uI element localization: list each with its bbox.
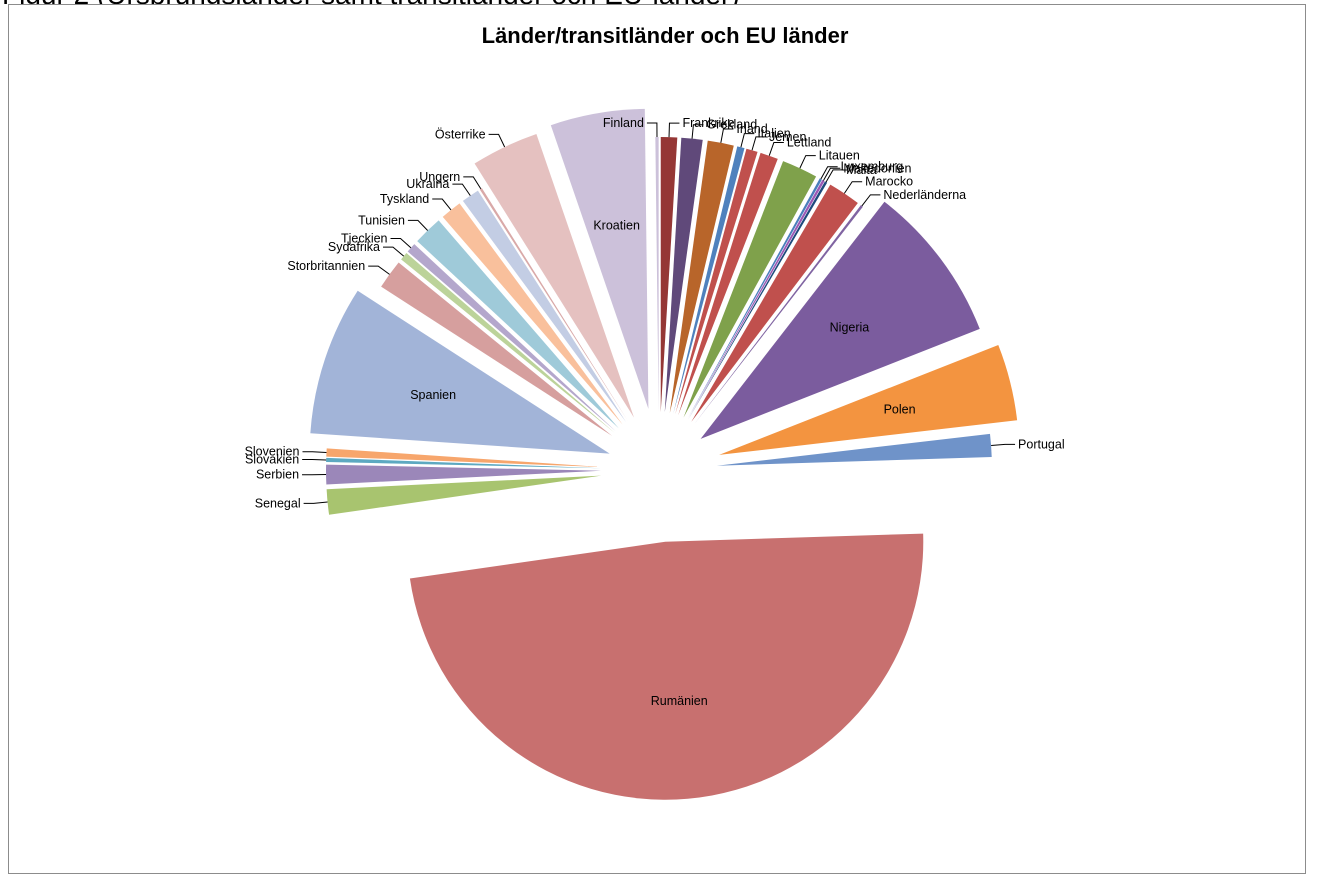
leader-osterrike bbox=[489, 134, 505, 147]
leader-tjeckien bbox=[391, 238, 411, 247]
leader-lettland bbox=[769, 143, 784, 156]
slice-label-nigeria: Nigeria bbox=[830, 320, 870, 334]
slice-label-rumanien: Rumänien bbox=[651, 694, 708, 708]
slice-label-slovenien: Slovenien bbox=[245, 445, 300, 459]
slice-label-polen: Polen bbox=[884, 403, 916, 417]
slice-label-spanien: Spanien bbox=[410, 388, 456, 402]
slice-label-kroatien: Kroatien bbox=[593, 219, 640, 233]
pie-chart: Länder/transitländer och EU länder Frank… bbox=[9, 5, 1305, 867]
leader-sydafrika bbox=[383, 247, 404, 256]
slice-label-lettland: Lettland bbox=[787, 136, 832, 150]
leader-portugal bbox=[991, 444, 1015, 445]
slice-label-tyskland: Tyskland bbox=[380, 192, 429, 206]
leader-marocko bbox=[844, 182, 862, 194]
leader-ungern bbox=[463, 177, 480, 189]
slice-label-tunisien: Tunisien bbox=[358, 213, 405, 227]
slice-label-portugal: Portugal bbox=[1018, 437, 1065, 451]
slice-label-tjeckien: Tjeckien bbox=[341, 231, 388, 245]
leader-finland bbox=[647, 123, 657, 137]
slice-label-finland: Finland bbox=[603, 116, 644, 130]
leader-litauen bbox=[800, 156, 816, 169]
slice-label-storbritannien: Storbritannien bbox=[287, 259, 365, 273]
leader-storbritannien bbox=[368, 266, 389, 274]
slice-label-osterrike: Österrike bbox=[435, 127, 486, 141]
chart-frame: Länder/transitländer och EU länder Frank… bbox=[8, 4, 1306, 874]
slice-label-ungern: Ungern bbox=[419, 170, 460, 184]
leader-tunisien bbox=[408, 220, 428, 230]
leader-frankrike bbox=[669, 123, 679, 137]
slice-label-marocko: Marocko bbox=[865, 175, 913, 189]
leader-tyskland bbox=[432, 199, 451, 210]
slice-finland bbox=[655, 137, 658, 412]
leader-ukraina bbox=[452, 184, 470, 196]
leader-senegal bbox=[304, 502, 328, 503]
leader-slovenien bbox=[302, 452, 326, 453]
slice-label-serbien: Serbien bbox=[256, 468, 299, 482]
slice-label-nederlanderna: Nederländerna bbox=[883, 188, 966, 202]
chart-title: Länder/transitländer och EU länder bbox=[482, 23, 849, 48]
leader-nederlanderna bbox=[862, 195, 881, 206]
slice-label-senegal: Senegal bbox=[255, 496, 301, 510]
slice-rumanien bbox=[410, 534, 923, 800]
